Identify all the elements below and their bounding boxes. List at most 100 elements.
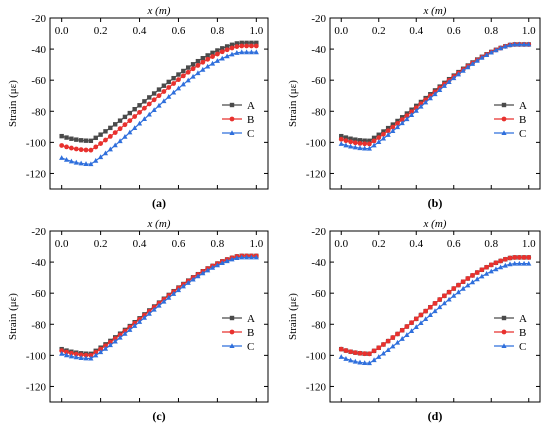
data-point	[117, 126, 123, 132]
data-point	[214, 58, 220, 63]
data-point	[78, 160, 84, 166]
data-point	[404, 332, 410, 337]
data-point	[156, 302, 162, 308]
data-point	[502, 262, 508, 268]
data-point	[366, 360, 372, 366]
data-point	[137, 109, 142, 115]
data-point	[117, 118, 123, 123]
data-point	[127, 110, 133, 116]
data-point	[214, 262, 220, 268]
data-point	[200, 56, 205, 61]
data-point	[249, 43, 254, 49]
data-point	[437, 87, 443, 92]
data-point	[254, 40, 259, 46]
data-point	[234, 255, 240, 260]
data-point	[64, 349, 69, 355]
data-point	[132, 114, 138, 119]
data-point	[395, 118, 400, 124]
data-point	[394, 124, 401, 130]
data-point	[376, 135, 382, 141]
data-point	[399, 117, 405, 123]
data-point	[474, 276, 480, 282]
data-point	[195, 63, 201, 68]
data-point	[413, 324, 419, 330]
legend-entry-B: B	[494, 327, 526, 339]
data-point	[366, 145, 372, 151]
data-point	[132, 323, 138, 328]
legend-entry-B: B	[222, 327, 254, 339]
data-point	[470, 273, 475, 278]
data-point	[362, 141, 368, 147]
data-point	[362, 351, 368, 357]
data-point	[385, 128, 391, 134]
data-point	[200, 270, 206, 276]
data-point	[180, 81, 186, 87]
data-point	[175, 85, 182, 91]
data-point	[390, 335, 396, 340]
chart-panel-2: -20 -40 -60 -80 -100 -120 0.0 0.2 0.4 0.6 0.8 1.0 x …	[287, 5, 541, 210]
chart-panel-1: -20 -40 -60 -80 -100 -120 0.0 0.2 0.4 0.6 0.8 1.0 x …	[7, 5, 269, 210]
data-point	[112, 142, 118, 148]
data-point	[229, 256, 235, 262]
data-point	[441, 83, 447, 88]
data-point	[107, 133, 113, 139]
data-point	[338, 354, 344, 359]
data-point	[234, 50, 240, 55]
data-point	[156, 87, 162, 92]
data-point	[93, 144, 99, 150]
data-point	[357, 350, 363, 356]
data-point	[507, 261, 513, 267]
data-point	[69, 350, 74, 356]
legend-label: C	[247, 341, 254, 353]
data-point	[83, 147, 89, 153]
data-point	[390, 128, 396, 134]
y-tick-label: -60	[311, 75, 326, 87]
data-point	[176, 72, 181, 77]
data-point	[195, 70, 201, 76]
data-point	[469, 279, 476, 285]
legend-entry-C: C	[494, 341, 526, 353]
data-point	[83, 355, 89, 361]
data-point	[526, 255, 532, 260]
data-point	[348, 357, 354, 363]
data-point	[88, 161, 94, 167]
data-point	[483, 52, 490, 58]
data-point	[380, 135, 387, 141]
data-point	[516, 260, 522, 266]
data-point	[409, 109, 414, 115]
x-tick-label: 0.4	[133, 25, 147, 37]
data-point	[64, 135, 69, 140]
y-tick-label: -80	[31, 106, 46, 118]
data-point	[185, 280, 191, 285]
data-point	[526, 260, 532, 266]
data-point	[362, 360, 368, 365]
legend-marker	[229, 343, 235, 348]
data-point	[151, 107, 157, 113]
data-point	[88, 352, 94, 358]
data-point	[64, 144, 69, 150]
data-point	[381, 129, 386, 134]
data-point	[427, 304, 433, 310]
data-point	[170, 89, 177, 95]
data-point	[78, 138, 84, 143]
data-point	[63, 157, 70, 162]
data-point	[352, 350, 358, 356]
y-axis-title: Strain (με)	[7, 293, 19, 340]
data-point	[446, 296, 452, 302]
data-point	[488, 268, 494, 274]
plot-frame	[49, 17, 269, 190]
legend-label: C	[247, 128, 254, 140]
data-point	[521, 260, 527, 266]
data-point	[376, 139, 382, 145]
data-point	[408, 112, 415, 117]
data-point	[181, 68, 186, 74]
data-point	[117, 334, 123, 340]
data-point	[399, 120, 405, 126]
data-point	[151, 306, 157, 312]
data-point	[122, 114, 128, 120]
data-point	[210, 50, 215, 56]
data-point	[376, 345, 382, 351]
data-point	[385, 132, 391, 137]
